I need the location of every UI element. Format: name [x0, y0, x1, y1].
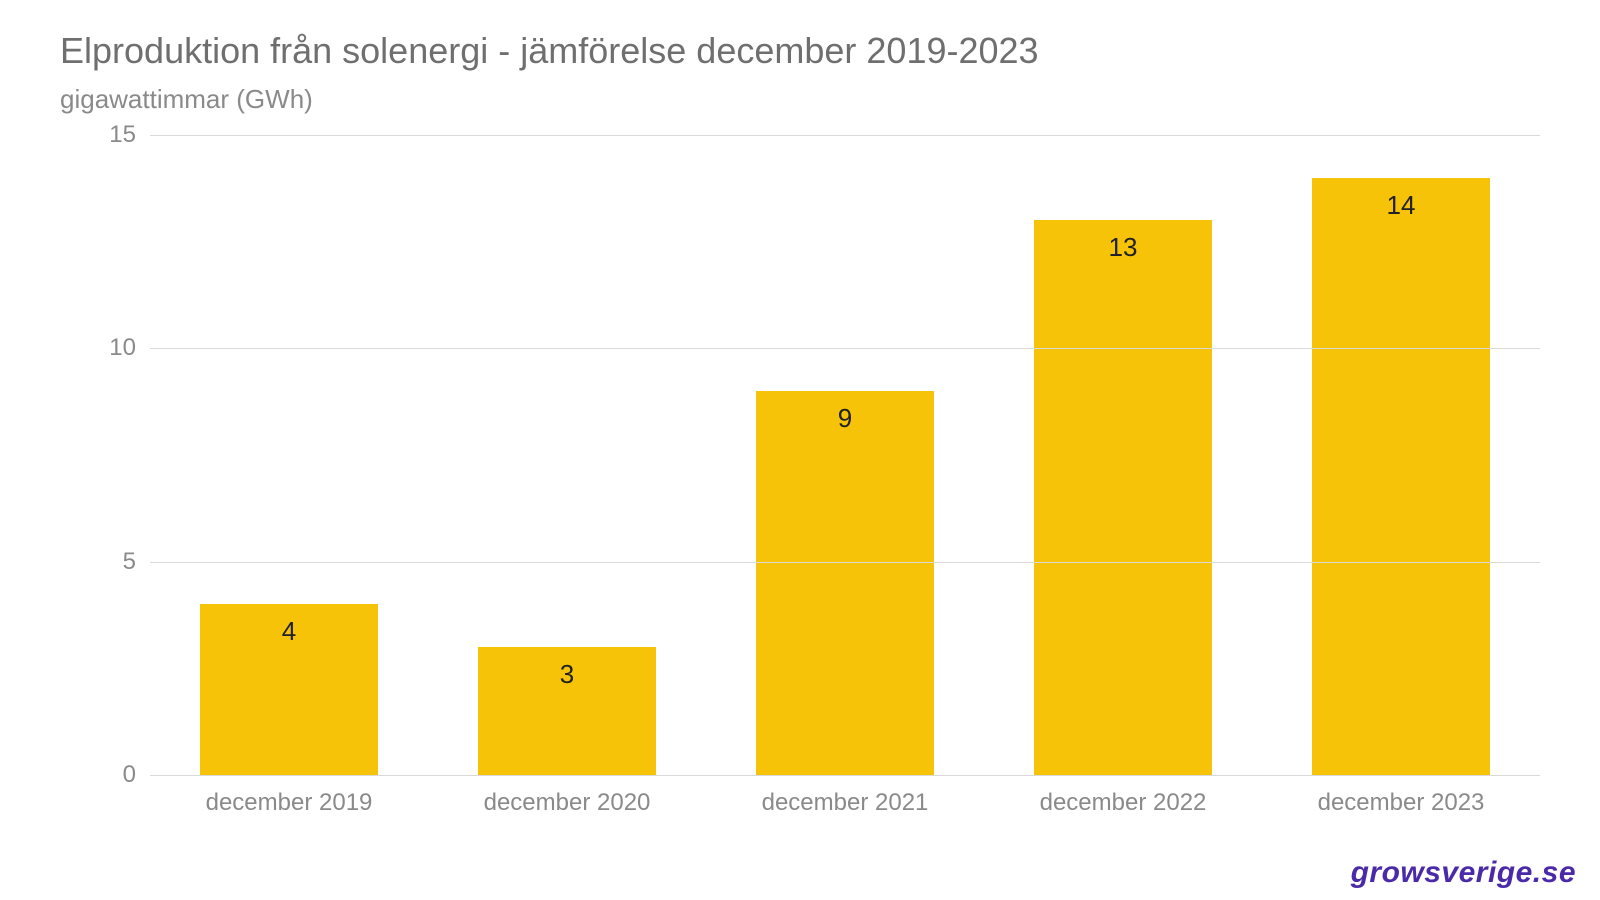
x-tick-label: december 2021 [706, 775, 984, 835]
chart-title: Elproduktion från solenergi - jämförelse… [60, 30, 1540, 72]
bar: 3 [478, 647, 656, 775]
bar-slot: 9 [706, 135, 984, 775]
chart-container: Elproduktion från solenergi - jämförelse… [0, 0, 1600, 900]
bar-value-label: 9 [838, 403, 852, 434]
x-tick-label: december 2020 [428, 775, 706, 835]
y-axis: 051015 [60, 135, 150, 775]
x-tick-label: december 2019 [150, 775, 428, 835]
bar: 9 [756, 391, 934, 775]
x-axis: december 2019december 2020december 2021d… [150, 775, 1540, 835]
bar-slot: 3 [428, 135, 706, 775]
bar-value-label: 14 [1387, 190, 1416, 221]
bar-slot: 13 [984, 135, 1262, 775]
bar-value-label: 13 [1109, 232, 1138, 263]
plot-area: 4 3 9 13 14 [150, 135, 1540, 775]
gridline [150, 135, 1540, 136]
bar-value-label: 4 [282, 616, 296, 647]
bar: 14 [1312, 178, 1490, 775]
bar: 13 [1034, 220, 1212, 775]
watermark-text: growsverige.se [1351, 856, 1576, 890]
x-tick-label: december 2023 [1262, 775, 1540, 835]
chart-subtitle: gigawattimmar (GWh) [60, 84, 1540, 115]
y-tick-label: 15 [109, 121, 136, 149]
gridline [150, 562, 1540, 563]
y-tick-label: 0 [123, 761, 136, 789]
y-tick-label: 10 [109, 334, 136, 362]
y-tick-label: 5 [123, 548, 136, 576]
gridline [150, 348, 1540, 349]
chart-area: 051015 4391314 december 2019december 202… [60, 135, 1540, 835]
x-tick-label: december 2022 [984, 775, 1262, 835]
bar-slot: 4 [150, 135, 428, 775]
bar: 4 [200, 604, 378, 775]
bars-group: 4 3 9 13 14 [150, 135, 1540, 775]
bar-value-label: 3 [560, 659, 574, 690]
bar-slot: 14 [1262, 135, 1540, 775]
